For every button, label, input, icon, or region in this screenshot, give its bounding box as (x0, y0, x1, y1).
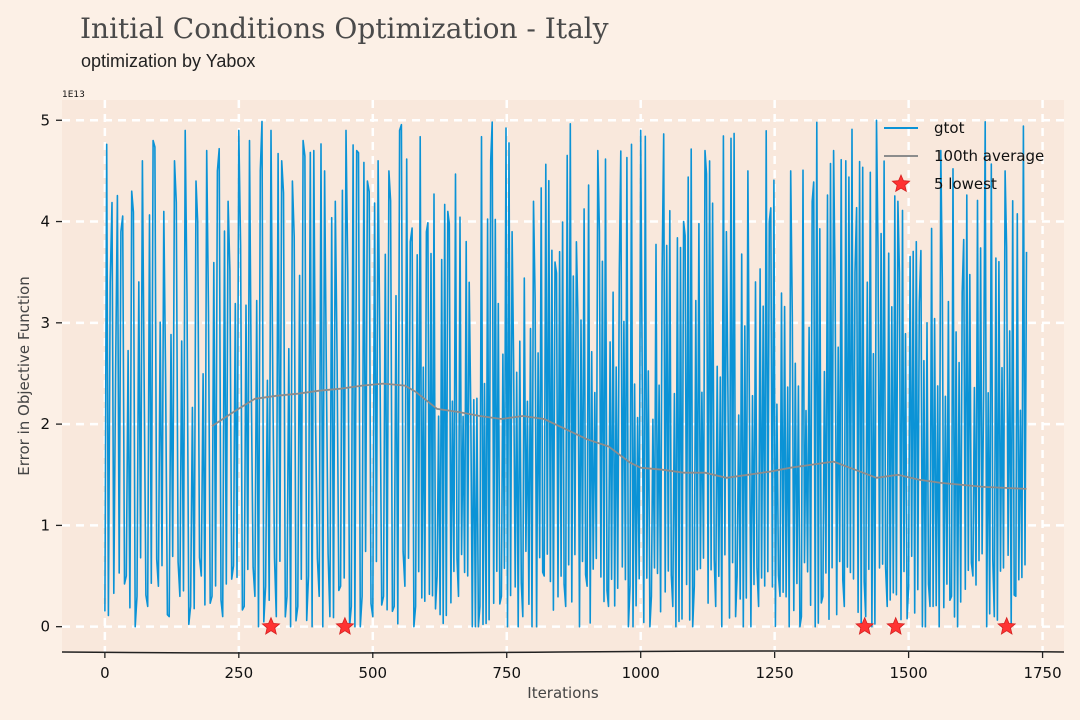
y-tick-label: 3 (40, 314, 50, 332)
legend-lowest-swatch (891, 173, 911, 193)
lowest-star-marker (335, 616, 355, 635)
average-line (211, 382, 1027, 490)
x-axis-label: Iterations (527, 684, 599, 702)
lowest-markers (261, 616, 1017, 635)
y-tick-label: 5 (40, 111, 50, 129)
y-tick-label: 1 (40, 516, 50, 534)
legend: gtot 100th average 5 lowest (884, 119, 1044, 193)
axes: 0 250 500 750 1000 1250 1500 1750 0 1 2 3 4 5 1E13 Iter… (15, 90, 1065, 702)
x-tick-label: 250 (225, 664, 254, 682)
gtot-series (104, 119, 1028, 628)
legend-average-label: 100th average (934, 147, 1044, 165)
y-tick-label: 2 (40, 415, 50, 433)
lowest-star-marker (886, 616, 906, 635)
x-tick-label: 1750 (1023, 664, 1061, 682)
gtot-line (104, 119, 1028, 628)
y-tick-label: 0 (40, 618, 50, 636)
lowest-star-marker (997, 616, 1017, 635)
x-tick-label: 500 (358, 664, 387, 682)
chart-title: Initial Conditions Optimization - Italy (80, 12, 609, 45)
average-series (211, 382, 1027, 490)
legend-lowest-label: 5 lowest (934, 175, 997, 193)
legend-gtot-label: gtot (934, 119, 965, 137)
x-tick-label: 750 (492, 664, 521, 682)
chart-subtitle: optimization by Yabox (81, 51, 256, 71)
lowest-star-marker (855, 616, 875, 635)
x-tick-label: 1500 (890, 664, 928, 682)
x-tick-label: 0 (100, 664, 110, 682)
lowest-star-marker (261, 616, 281, 635)
x-tick-label: 1000 (622, 664, 660, 682)
x-axis-line (61, 650, 1065, 654)
x-tick-label: 1250 (756, 664, 794, 682)
y-tick-label: 4 (40, 213, 50, 231)
y-offset-label: 1E13 (62, 90, 85, 100)
y-axis-label: Error in Objective Function (15, 276, 33, 475)
